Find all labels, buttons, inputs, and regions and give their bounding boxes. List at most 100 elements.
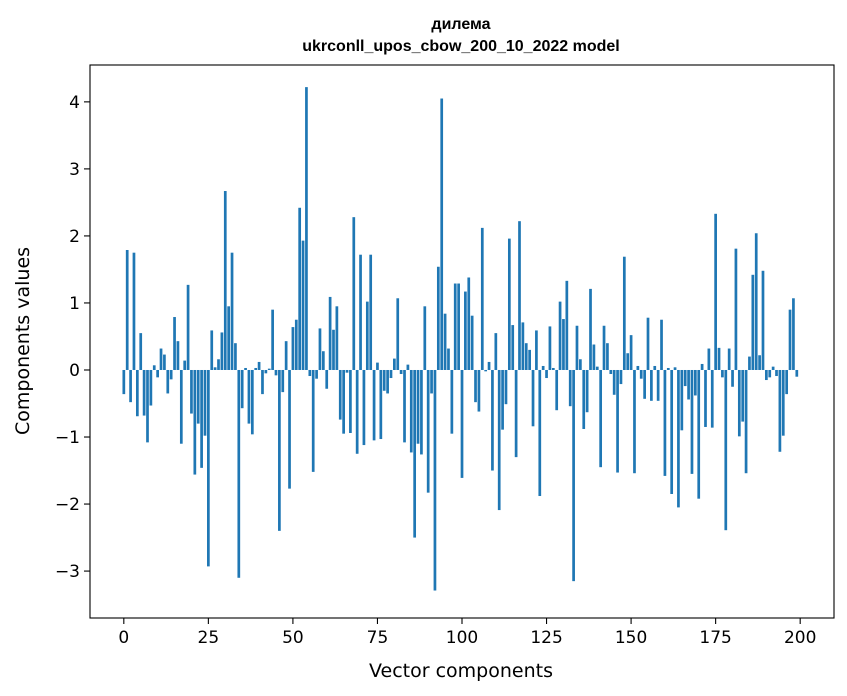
- bar-111: [497, 369, 501, 511]
- bar-199: [795, 369, 799, 377]
- chart-subtitle: ukrconll_upos_cbow_200_10_2022 model: [302, 38, 619, 55]
- bar-154: [643, 369, 646, 399]
- bar-175: [714, 213, 717, 370]
- y-tick-label: −3: [55, 562, 80, 582]
- bar-13: [166, 369, 170, 394]
- bar-127: [551, 367, 555, 370]
- bar-108: [487, 361, 491, 370]
- bar-136: [582, 369, 586, 429]
- bar-162: [670, 369, 674, 494]
- bar-32: [230, 252, 234, 370]
- bar-73: [369, 254, 373, 370]
- bar-52: [298, 207, 302, 370]
- bar-120: [528, 349, 531, 370]
- bar-155: [646, 317, 650, 370]
- bar-130: [562, 319, 565, 370]
- bar-48: [284, 341, 288, 370]
- bar-14: [169, 369, 173, 380]
- bar-21: [193, 369, 197, 475]
- bar-9: [152, 365, 156, 370]
- bar-116: [514, 369, 518, 458]
- bar-58: [318, 328, 322, 370]
- bar-93: [436, 266, 440, 370]
- y-tick-label: 4: [69, 93, 80, 113]
- bar-118: [521, 322, 525, 370]
- bar-123: [538, 369, 542, 497]
- bar-101: [464, 291, 467, 370]
- bar-70: [359, 254, 362, 370]
- bar-189: [761, 270, 765, 370]
- bar-198: [792, 298, 795, 370]
- x-tick-label: 50: [282, 628, 304, 648]
- bar-64: [338, 369, 342, 420]
- bar-168: [690, 369, 694, 474]
- bar-89: [423, 306, 427, 370]
- bar-112: [501, 369, 504, 430]
- bar-149: [626, 353, 630, 370]
- bar-174: [710, 369, 714, 428]
- bar-97: [450, 369, 454, 434]
- bar-191: [768, 369, 772, 378]
- bar-34: [237, 369, 241, 578]
- bar-5: [139, 333, 143, 370]
- bar-141: [599, 369, 603, 468]
- bar-92: [433, 369, 437, 591]
- bar-4: [135, 369, 139, 417]
- bar-7: [146, 369, 149, 443]
- y-tick-label: 0: [69, 361, 80, 381]
- bar-17: [179, 369, 183, 444]
- bar-170: [697, 369, 701, 499]
- bar-88: [420, 369, 423, 455]
- bar-95: [443, 313, 447, 370]
- x-axis-label: Vector components: [369, 660, 553, 682]
- bar-0: [122, 369, 126, 395]
- x-axis-ticks: 0 25 50 75 100 125 150 175 200: [118, 618, 816, 648]
- x-tick-label: 125: [530, 628, 562, 648]
- bar-169: [693, 369, 697, 396]
- bar-113: [504, 369, 508, 405]
- bar-167: [687, 369, 690, 400]
- bar-161: [666, 367, 670, 370]
- bar-110: [494, 333, 498, 370]
- bar-94: [440, 98, 444, 370]
- bar-160: [663, 369, 667, 476]
- y-tick-label: −1: [55, 428, 80, 448]
- bar-180: [731, 369, 734, 387]
- bar-178: [724, 369, 728, 531]
- bar-185: [748, 356, 751, 370]
- bar-44: [271, 309, 274, 370]
- bar-114: [507, 238, 511, 370]
- bar-196: [785, 369, 789, 395]
- bar-78: [386, 369, 389, 394]
- bar-190: [765, 369, 768, 381]
- bar-67: [349, 369, 352, 433]
- bar-181: [734, 248, 738, 370]
- bar-184: [744, 369, 748, 474]
- bar-29: [220, 332, 224, 370]
- bar-43: [267, 368, 271, 370]
- y-tick-label: 3: [69, 160, 80, 180]
- bar-193: [775, 369, 778, 377]
- bar-172: [704, 369, 707, 427]
- y-axis-label: Components values: [12, 247, 34, 435]
- bar-183: [741, 369, 745, 422]
- bar-71: [362, 369, 366, 446]
- bar-128: [555, 369, 559, 411]
- bar-76: [379, 369, 383, 440]
- bars-group: [122, 87, 799, 591]
- bar-107: [484, 369, 488, 372]
- bar-96: [447, 348, 450, 370]
- bar-152: [636, 365, 640, 370]
- bar-1: [125, 250, 129, 370]
- plot-frame: [89, 64, 835, 619]
- bar-38: [250, 369, 254, 435]
- bar-87: [416, 369, 420, 444]
- bar-129: [558, 301, 562, 370]
- bar-194: [778, 369, 782, 452]
- bar-57: [315, 369, 318, 379]
- bar-146: [616, 369, 619, 473]
- bar-40: [257, 361, 261, 370]
- bar-66: [345, 369, 349, 373]
- bar-159: [660, 319, 663, 370]
- bar-139: [592, 344, 596, 370]
